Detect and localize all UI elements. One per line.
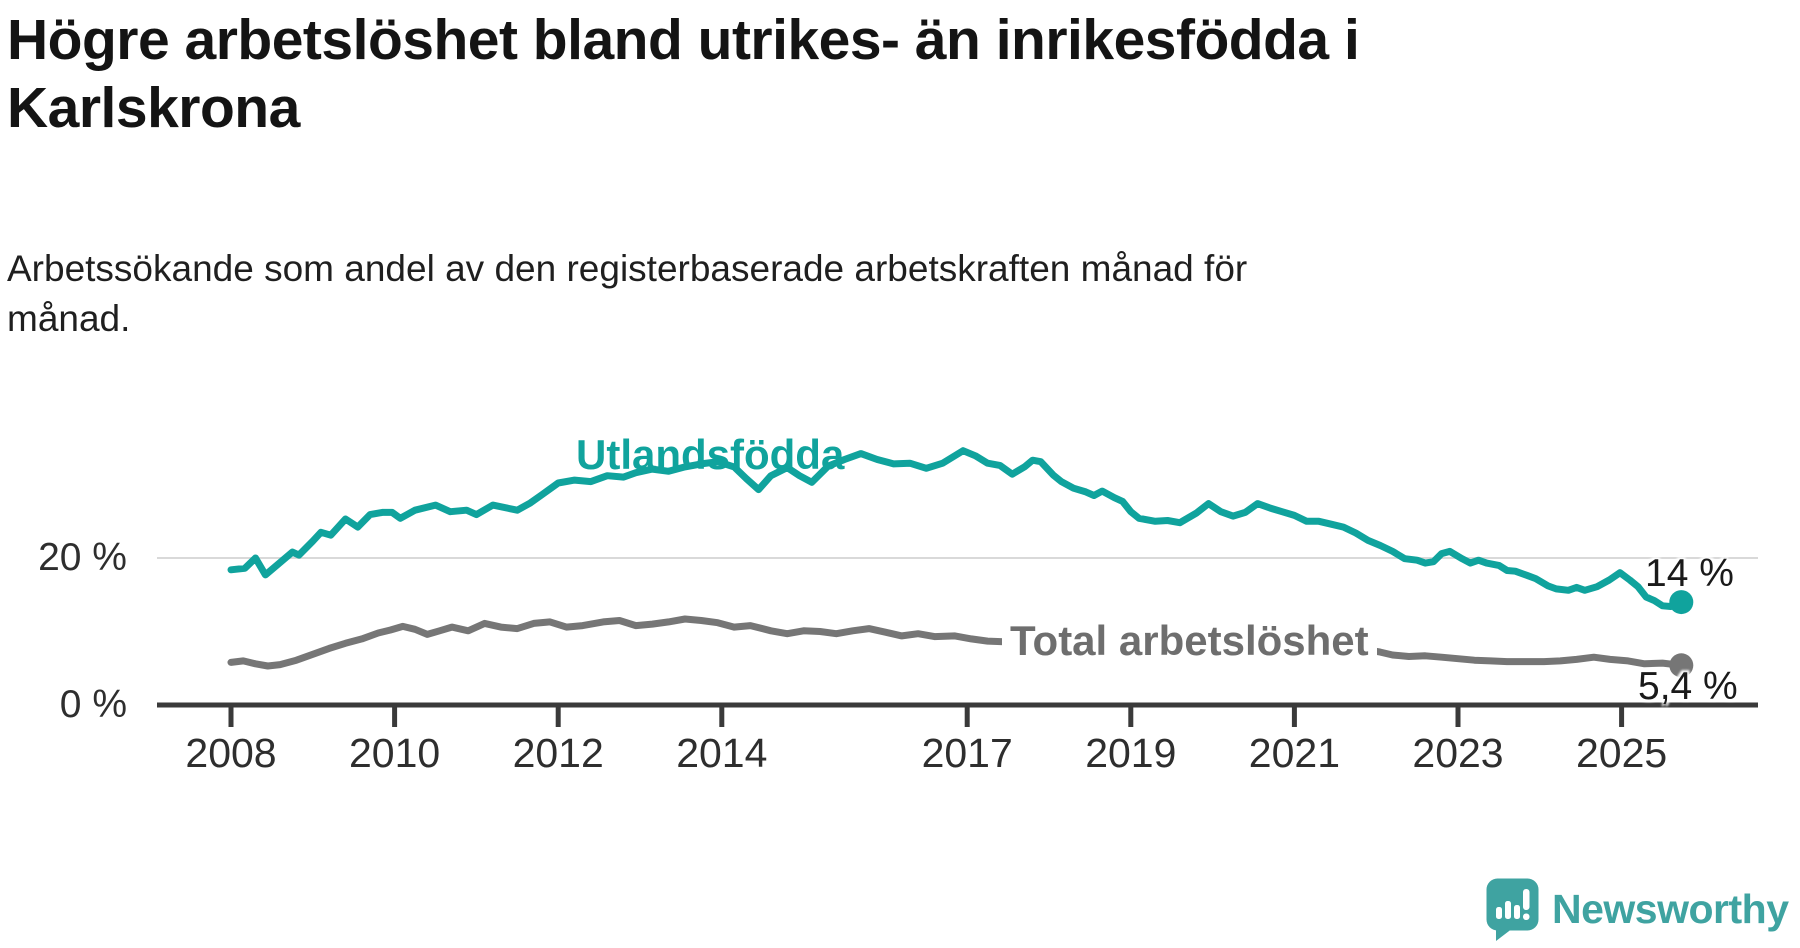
end-value-label-total: 5,4 % xyxy=(1638,665,1738,708)
series-end-dot xyxy=(1669,653,1694,678)
bar-chart-speech-bubble-icon xyxy=(1486,878,1539,941)
x-tick-label-2023: 2023 xyxy=(1412,730,1504,776)
series-label-total-arbetsloshet: Total arbetslöshet xyxy=(1002,616,1377,666)
y-axis-label-0: 0 % xyxy=(59,683,127,726)
x-tick-label-2021: 2021 xyxy=(1248,730,1340,776)
end-value-label-utlandsfodda: 14 % xyxy=(1645,552,1734,595)
title-line-1: Högre arbetslöshet bland utrikes- än inr… xyxy=(7,8,1360,72)
x-tick-label-2025: 2025 xyxy=(1575,730,1668,776)
x-tick-label-2008: 2008 xyxy=(185,730,277,776)
x-tick-label-2017: 2017 xyxy=(921,730,1013,776)
logo-wordmark: Newsworthy xyxy=(1552,886,1789,932)
series-label-utlandsfodda: Utlandsfödda xyxy=(576,431,845,478)
newsworthy-logo: Newsworthy xyxy=(1486,878,1789,941)
subtitle-line-2: månad. xyxy=(7,298,131,339)
title-line-2: Karlskrona xyxy=(7,76,300,140)
x-tick-label-2012: 2012 xyxy=(512,730,604,776)
x-tick-label-2019: 2019 xyxy=(1085,730,1177,776)
chart-subtitle: Arbetssökande som andel av den registerb… xyxy=(7,244,1247,344)
x-tick-label-2010: 2010 xyxy=(348,730,441,776)
y-axis-label-20: 20 % xyxy=(38,536,127,579)
subtitle-line-1: Arbetssökande som andel av den registerb… xyxy=(7,248,1248,289)
page-title: Högre arbetslöshet bland utrikes- än inr… xyxy=(7,6,1360,142)
series-end-dot xyxy=(1669,590,1694,615)
x-tick-label-2014: 2014 xyxy=(676,730,768,776)
